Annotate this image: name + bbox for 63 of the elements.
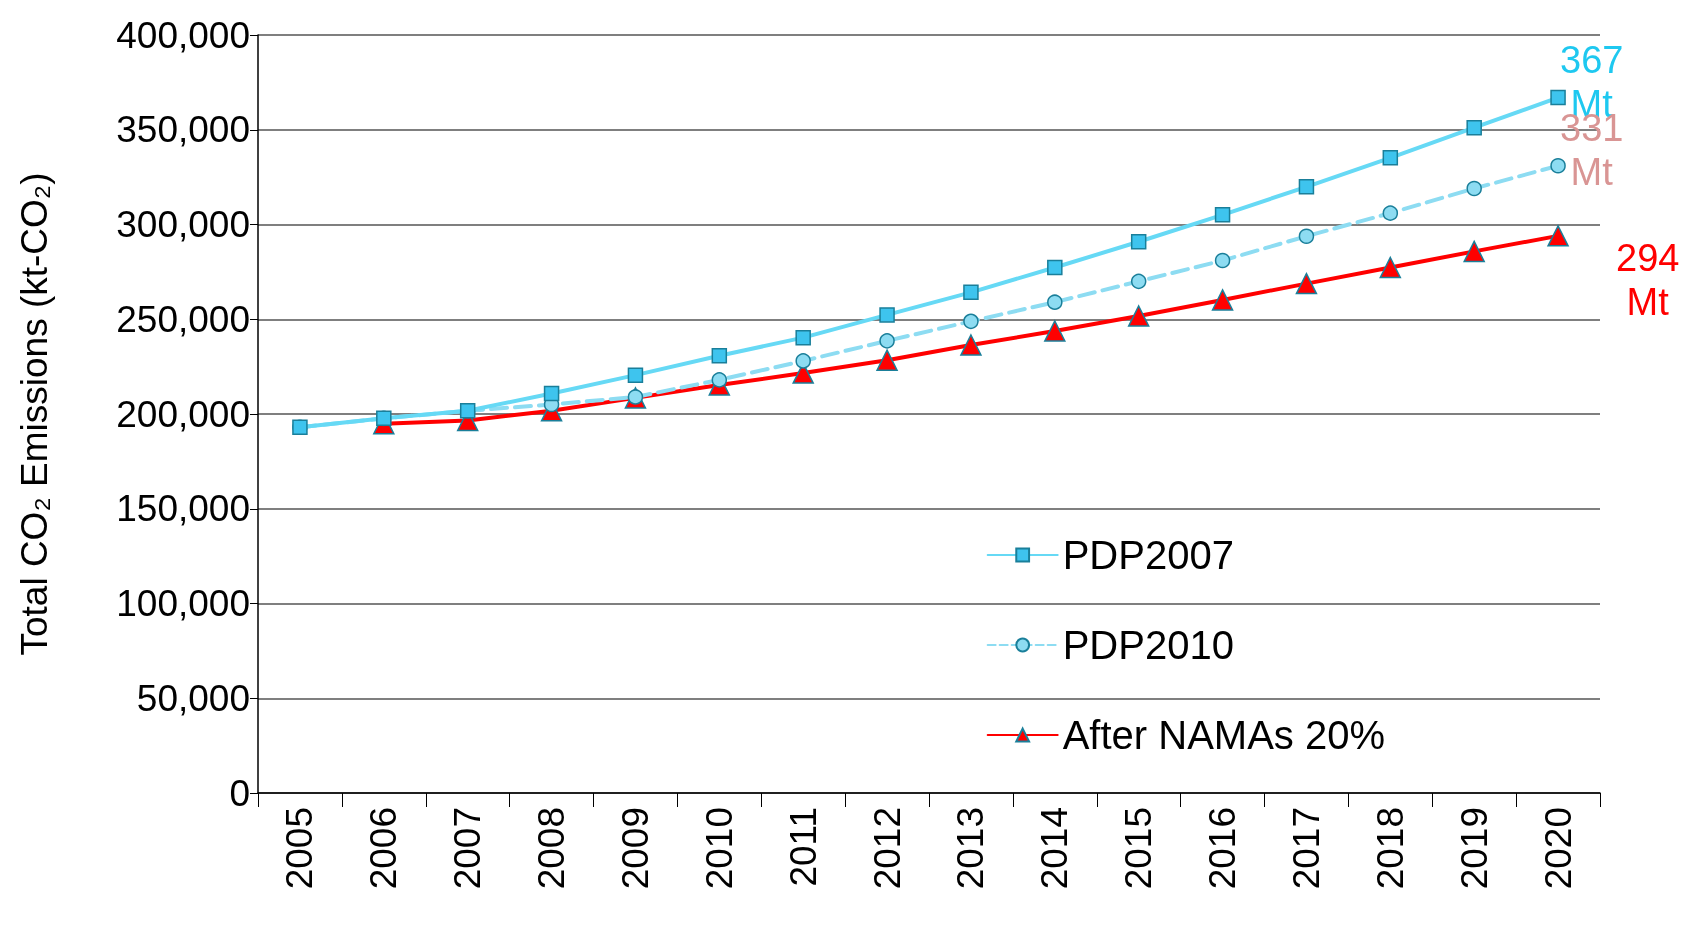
x-tick-label: 2020 bbox=[1537, 807, 1579, 890]
point bbox=[1550, 158, 1566, 174]
x-tick-label: 2016 bbox=[1202, 807, 1244, 890]
point bbox=[1298, 228, 1315, 244]
point bbox=[1047, 259, 1063, 276]
point bbox=[1211, 289, 1234, 311]
y-tick-label: 400,000 bbox=[116, 14, 250, 56]
y-tick-label: 150,000 bbox=[116, 488, 250, 530]
x-tick-label: 2006 bbox=[363, 807, 405, 890]
x-tick-label: 2014 bbox=[1034, 807, 1076, 890]
point bbox=[1550, 89, 1566, 106]
point bbox=[795, 329, 811, 346]
point bbox=[1214, 207, 1231, 223]
point bbox=[711, 348, 728, 364]
y-tick-label: 300,000 bbox=[116, 204, 250, 245]
point bbox=[1127, 305, 1150, 327]
point bbox=[1466, 119, 1482, 136]
point bbox=[1382, 150, 1399, 166]
legend-label: PDP2007 bbox=[1062, 533, 1234, 577]
point bbox=[1295, 272, 1318, 295]
point bbox=[1466, 180, 1482, 197]
point bbox=[963, 313, 979, 330]
point bbox=[879, 307, 895, 323]
point bbox=[711, 372, 728, 388]
point bbox=[795, 353, 811, 369]
point bbox=[1044, 320, 1066, 342]
point bbox=[1547, 225, 1569, 247]
point bbox=[1047, 294, 1063, 310]
x-tick-label: 2007 bbox=[447, 807, 489, 890]
y-tick-label: 200,000 bbox=[116, 393, 250, 435]
x-tick-label: 2019 bbox=[1453, 807, 1495, 890]
point bbox=[1382, 205, 1399, 221]
x-tick-label: 2013 bbox=[950, 807, 992, 890]
legend-label: PDP2010 bbox=[1062, 623, 1234, 667]
point bbox=[1130, 233, 1147, 250]
x-tick-label: 2015 bbox=[1118, 807, 1160, 890]
x-tick-label: 2008 bbox=[531, 807, 573, 890]
point bbox=[1463, 240, 1485, 263]
point bbox=[1214, 252, 1231, 269]
point bbox=[879, 333, 895, 349]
point bbox=[876, 349, 898, 371]
y-tick-label: 100,000 bbox=[116, 583, 250, 624]
y-tick-label: 50,000 bbox=[136, 677, 250, 719]
annotation: 294 Mt bbox=[1616, 236, 1680, 323]
x-tick-label: 2018 bbox=[1369, 807, 1411, 890]
x-tick-label: 2011 bbox=[782, 807, 824, 887]
point bbox=[627, 367, 644, 383]
x-tick-label: 2005 bbox=[279, 807, 321, 890]
point bbox=[1298, 179, 1315, 195]
x-tick-label: 2012 bbox=[866, 807, 908, 890]
point bbox=[1379, 256, 1402, 279]
x-tick-label: 2009 bbox=[614, 807, 656, 890]
point bbox=[960, 334, 982, 356]
y-axis-title: Total CO₂ Emissions (kt-CO₂) bbox=[14, 172, 55, 656]
point bbox=[963, 284, 979, 301]
y-tick-label: 0 bbox=[229, 772, 250, 814]
x-tick-label: 2010 bbox=[698, 807, 740, 890]
legend-label: After NAMAs 20% bbox=[1062, 713, 1385, 757]
y-tick-label: 250,000 bbox=[116, 298, 250, 340]
x-tick-label: 2017 bbox=[1285, 807, 1327, 890]
point bbox=[543, 385, 560, 402]
y-tick-label: 350,000 bbox=[116, 109, 250, 151]
point bbox=[1130, 273, 1147, 290]
